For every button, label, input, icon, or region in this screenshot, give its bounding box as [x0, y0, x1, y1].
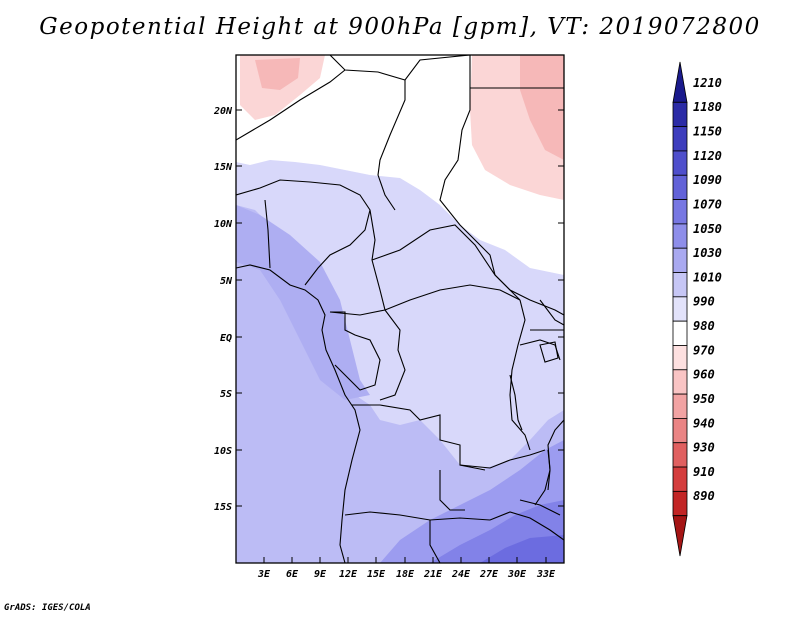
field-pink-nw-core — [255, 58, 300, 90]
lon-label: 18E — [396, 569, 415, 580]
colorbar-label: 1050 — [693, 222, 722, 236]
border-malawi — [519, 499, 561, 516]
colorbar-swatch — [672, 101, 688, 128]
border-namibia — [344, 511, 491, 521]
colorbar-label: 910 — [693, 465, 715, 479]
colorbar-label: 990 — [693, 295, 715, 309]
border-car-south — [384, 284, 521, 311]
colorbar-label: 940 — [693, 416, 715, 430]
border-car — [371, 224, 521, 301]
colorbar-label: 1070 — [693, 197, 722, 211]
colorbar-swatch — [672, 442, 688, 468]
colorbar-swatch — [672, 174, 688, 200]
colorbar-label: 980 — [693, 319, 715, 333]
border-nigeria — [236, 179, 371, 286]
lon-label: 30E — [507, 569, 527, 580]
lake-victoria — [539, 341, 559, 363]
colorbar-swatch — [672, 515, 688, 557]
colorbar-swatch — [672, 150, 688, 176]
colorbar-swatch — [672, 393, 688, 419]
colorbar-label: 930 — [693, 441, 715, 455]
border-sahara — [329, 55, 471, 81]
lake-malawi — [547, 449, 551, 491]
colorbar-swatch — [672, 199, 688, 225]
colorbar-label: 1210 — [693, 76, 722, 90]
coastline-west — [236, 264, 361, 563]
lat-label: 5N — [220, 276, 233, 287]
border-angola-east — [439, 470, 465, 511]
field-very-high-core — [480, 535, 564, 563]
lat-label: 10N — [214, 219, 233, 230]
colorbar-label: 890 — [693, 489, 715, 503]
lat-label: 15S — [214, 502, 232, 513]
colorbar-label: 1120 — [693, 149, 722, 163]
colorbar-swatch — [672, 247, 688, 273]
border-sudan — [439, 55, 564, 316]
border-zim — [489, 511, 564, 541]
colorbar-label: 1150 — [693, 124, 722, 138]
credit-text: GrADS: IGES/COLA — [4, 603, 91, 613]
lon-label: 15E — [367, 569, 386, 580]
contour-field — [236, 55, 564, 563]
lon-axis: 3E 6E 9E 12E 15E 18E 21E 24E 27E 30E 33E — [257, 569, 556, 580]
lat-label: 20N — [213, 106, 233, 117]
lon-label: 9E — [314, 569, 327, 580]
lat-axis: 20N 15N 10N 5N EQ 5S 10S 15S — [213, 106, 233, 513]
colorbar-label: 950 — [693, 392, 715, 406]
colorbar-swatch — [672, 272, 688, 298]
colorbar-swatch — [672, 320, 688, 346]
lake-tanganyika — [509, 374, 523, 431]
colorbar: 1210 1180 1150 1120 1090 1070 1050 1030 1010 990 9… — [672, 61, 722, 557]
lon-label: 33E — [536, 569, 556, 580]
lat-label: 15N — [214, 162, 233, 173]
colorbar-label: 970 — [693, 343, 715, 357]
colorbar-swatch — [672, 466, 688, 492]
map-frame — [235, 54, 565, 564]
colorbar-label: 1090 — [693, 173, 722, 187]
lon-label: 6E — [286, 569, 299, 580]
border-drc-east — [509, 299, 531, 451]
colorbar-swatch — [672, 223, 688, 249]
colorbar-swatch — [672, 369, 688, 395]
colorbar-swatch — [672, 296, 688, 322]
lon-label: 24E — [451, 569, 471, 580]
lat-label: 5S — [220, 389, 232, 400]
colorbar-swatch — [672, 490, 688, 517]
border-congo — [379, 309, 406, 401]
colorbar-swatch — [672, 418, 688, 444]
border-chad — [377, 80, 406, 211]
colorbar-swatch — [672, 126, 688, 152]
border-botswana — [429, 520, 441, 563]
border-niger — [236, 69, 346, 141]
border-benin — [264, 199, 271, 269]
lon-label: 3E — [257, 569, 271, 580]
lon-label: 12E — [339, 569, 358, 580]
colorbar-label: 1010 — [693, 270, 722, 284]
lon-ticks — [263, 557, 547, 563]
chart-title: Geopotential Height at 900hPa [gpm], VT:… — [39, 14, 761, 40]
field-pink-ne-core — [520, 55, 564, 160]
border-cameroon — [329, 209, 386, 316]
colorbar-swatch — [672, 345, 688, 371]
lat-ticks — [236, 109, 564, 507]
border-angola-north — [352, 404, 486, 471]
colorbar-label: 960 — [693, 368, 715, 382]
lon-label: 21E — [423, 569, 443, 580]
country-borders — [236, 55, 564, 563]
border-zambia — [459, 449, 546, 469]
colorbar-swatch — [672, 61, 688, 103]
border-gabon — [330, 311, 381, 391]
lon-label: 27E — [479, 569, 499, 580]
colorbar-label: 1180 — [693, 100, 722, 114]
border-kenya — [539, 299, 564, 326]
colorbar-label: 1030 — [693, 246, 722, 260]
lat-label: 10S — [214, 446, 232, 457]
lat-label: EQ — [220, 333, 232, 344]
